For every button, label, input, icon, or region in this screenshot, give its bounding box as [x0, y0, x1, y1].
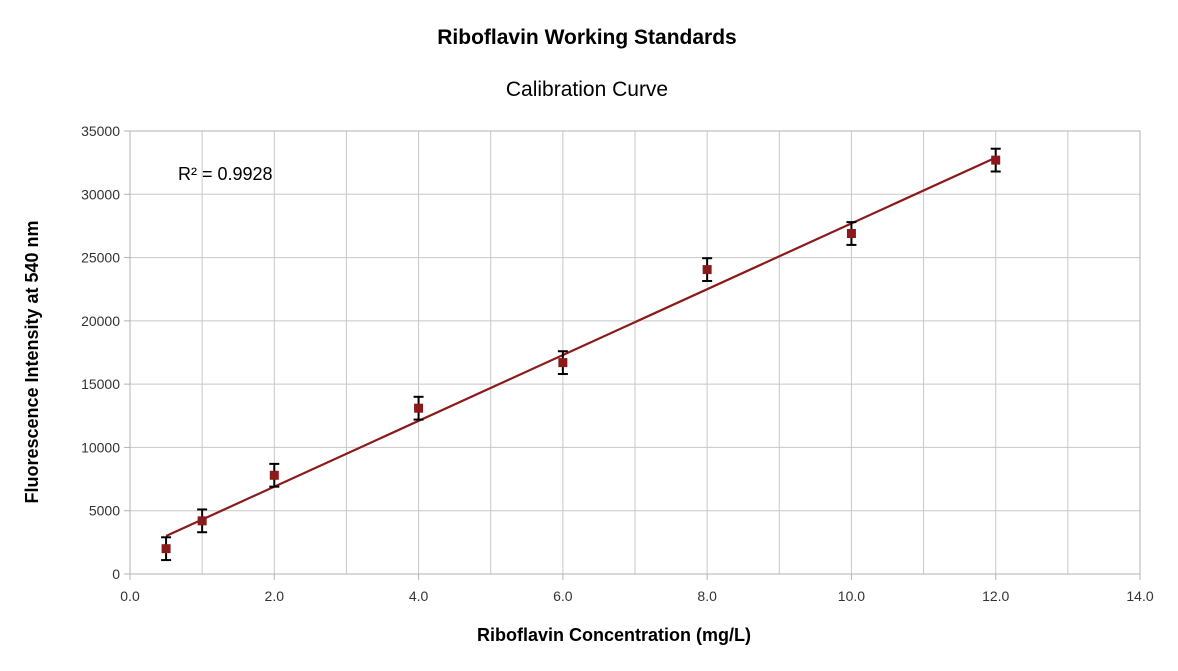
x-tick-label: 10.0	[838, 588, 865, 604]
plot-frame	[129, 130, 1141, 575]
y-tick-label: 25000	[81, 250, 120, 266]
x-tick-label: 6.0	[553, 588, 573, 604]
y-tick-label: 15000	[81, 376, 120, 392]
data-point	[991, 155, 1001, 165]
x-tick-label: 2.0	[265, 588, 285, 604]
x-axis-title: Riboflavin Concentration (mg/L)	[477, 625, 751, 645]
data-point	[846, 229, 856, 239]
x-tick-label: 0.0	[120, 588, 140, 604]
chart-subtitle: Calibration Curve	[506, 78, 668, 101]
error-bars	[161, 147, 1001, 562]
trendline	[165, 156, 997, 538]
data-point	[702, 265, 712, 275]
y-tick-label: 10000	[81, 439, 120, 455]
trendline-layer	[165, 156, 997, 538]
grid	[130, 131, 1140, 574]
data-point	[197, 516, 207, 526]
data-point	[558, 358, 568, 368]
y-tick-label: 30000	[81, 186, 120, 202]
y-axis-title: Fluorescence Intensity at 540 nm	[22, 220, 42, 503]
x-tick-label: 14.0	[1126, 588, 1153, 604]
r-squared-annotation: R² = 0.9928	[178, 164, 273, 184]
y-tick-label: 35000	[81, 123, 120, 139]
y-tick-label: 0	[112, 566, 120, 582]
data-point	[161, 544, 171, 554]
x-tick-label: 8.0	[697, 588, 717, 604]
x-tick-label: 12.0	[982, 588, 1009, 604]
y-tick-label: 20000	[81, 313, 120, 329]
y-tick-label: 5000	[89, 503, 120, 519]
x-tick-label: 4.0	[409, 588, 429, 604]
y-axis-ticks: 0 5000 10000 15000 20000 25000 30000 35000	[81, 123, 130, 582]
data-point	[414, 403, 424, 413]
x-axis-ticks: 0.0 2.0 4.0 6.0 8.0 10.0 12.0 14.0	[120, 574, 1154, 604]
chart-title: Riboflavin Working Standards	[437, 26, 736, 49]
data-point	[269, 470, 279, 480]
data-points	[161, 155, 1001, 554]
